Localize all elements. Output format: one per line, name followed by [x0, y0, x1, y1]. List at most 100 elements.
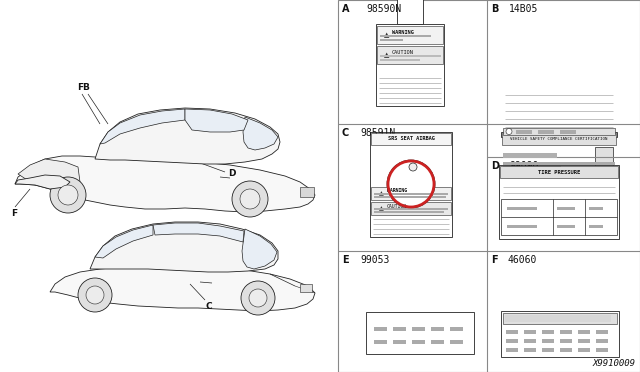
Polygon shape [95, 108, 280, 164]
Circle shape [240, 189, 260, 209]
Polygon shape [185, 109, 248, 132]
Bar [374, 211, 444, 213]
Bar [557, 207, 575, 210]
Bar [596, 348, 608, 352]
Polygon shape [242, 229, 277, 269]
Text: X9910009: X9910009 [593, 359, 636, 368]
Bar [560, 348, 572, 352]
Bar [380, 39, 403, 41]
Bar [502, 133, 616, 145]
Circle shape [387, 160, 435, 208]
Bar [542, 330, 554, 334]
Text: CAUTION: CAUTION [392, 49, 414, 55]
Text: C: C [206, 302, 212, 311]
Bar [524, 348, 536, 352]
Bar [538, 130, 554, 134]
Text: F: F [11, 209, 17, 218]
Bar [506, 348, 518, 352]
Bar [506, 339, 518, 343]
Bar [524, 339, 536, 343]
Bar [501, 199, 617, 235]
Text: F: F [77, 83, 83, 92]
Bar [393, 327, 406, 331]
Text: TIRE PRESSURE: TIRE PRESSURE [538, 170, 580, 174]
Bar [503, 153, 557, 158]
Text: 98590N: 98590N [366, 4, 401, 14]
Bar [589, 225, 602, 228]
Bar [371, 133, 451, 145]
Bar [450, 327, 463, 331]
Bar [578, 348, 590, 352]
Bar [542, 348, 554, 352]
Bar [300, 284, 312, 292]
Text: ▲: ▲ [384, 32, 389, 38]
Bar [500, 166, 618, 178]
Bar [578, 339, 590, 343]
Text: A: A [264, 253, 271, 262]
Text: 99053: 99053 [360, 255, 389, 265]
Bar [501, 132, 617, 137]
Bar [431, 327, 444, 331]
Bar [450, 340, 463, 344]
Bar [300, 187, 314, 197]
Bar [377, 26, 443, 44]
Polygon shape [100, 109, 185, 144]
Text: F: F [491, 255, 498, 265]
Text: 46060: 46060 [507, 255, 536, 265]
Polygon shape [153, 223, 244, 242]
Bar [524, 330, 536, 334]
Bar [595, 147, 613, 182]
Circle shape [50, 177, 86, 213]
Bar [374, 327, 387, 331]
Circle shape [58, 185, 78, 205]
Polygon shape [50, 267, 315, 311]
Bar [503, 313, 617, 324]
Bar [506, 330, 518, 334]
Bar [507, 207, 537, 210]
Bar [499, 165, 619, 239]
Bar [370, 132, 452, 237]
Bar [366, 312, 474, 354]
Bar [560, 130, 576, 134]
Circle shape [409, 163, 417, 171]
Bar [503, 128, 615, 135]
Text: D: D [491, 161, 499, 171]
Circle shape [86, 286, 104, 304]
Bar [376, 24, 444, 106]
Bar [374, 340, 387, 344]
Polygon shape [18, 159, 80, 187]
Bar [431, 340, 444, 344]
Polygon shape [15, 156, 315, 212]
Bar [412, 340, 425, 344]
Text: SRS SEAT AIRBAG: SRS SEAT AIRBAG [388, 137, 435, 141]
Bar [393, 340, 406, 344]
Text: ▲: ▲ [384, 52, 389, 58]
Bar [377, 46, 443, 64]
Text: C: C [342, 128, 349, 138]
Bar [374, 193, 448, 195]
Bar [371, 202, 451, 215]
Polygon shape [90, 222, 278, 272]
Polygon shape [95, 225, 153, 258]
Bar [503, 166, 561, 169]
Bar [503, 162, 615, 165]
Text: CAUTION: CAUTION [387, 203, 407, 208]
Bar [505, 315, 611, 322]
Bar [371, 187, 451, 200]
Bar [380, 59, 420, 61]
Bar [596, 330, 608, 334]
Bar [380, 35, 431, 37]
Text: ▲: ▲ [379, 206, 384, 211]
Bar [516, 130, 532, 134]
Circle shape [249, 289, 267, 307]
Text: 14B05: 14B05 [509, 4, 538, 14]
Text: VEHICLE SAFETY COMPLIANCE CERTIFICATION: VEHICLE SAFETY COMPLIANCE CERTIFICATION [510, 137, 608, 141]
Bar [374, 196, 446, 198]
Bar [380, 55, 441, 57]
Bar [397, 0, 423, 24]
Bar [557, 225, 575, 228]
Text: B: B [491, 4, 499, 14]
Bar [596, 339, 608, 343]
Bar [542, 339, 554, 343]
Bar [503, 174, 615, 177]
